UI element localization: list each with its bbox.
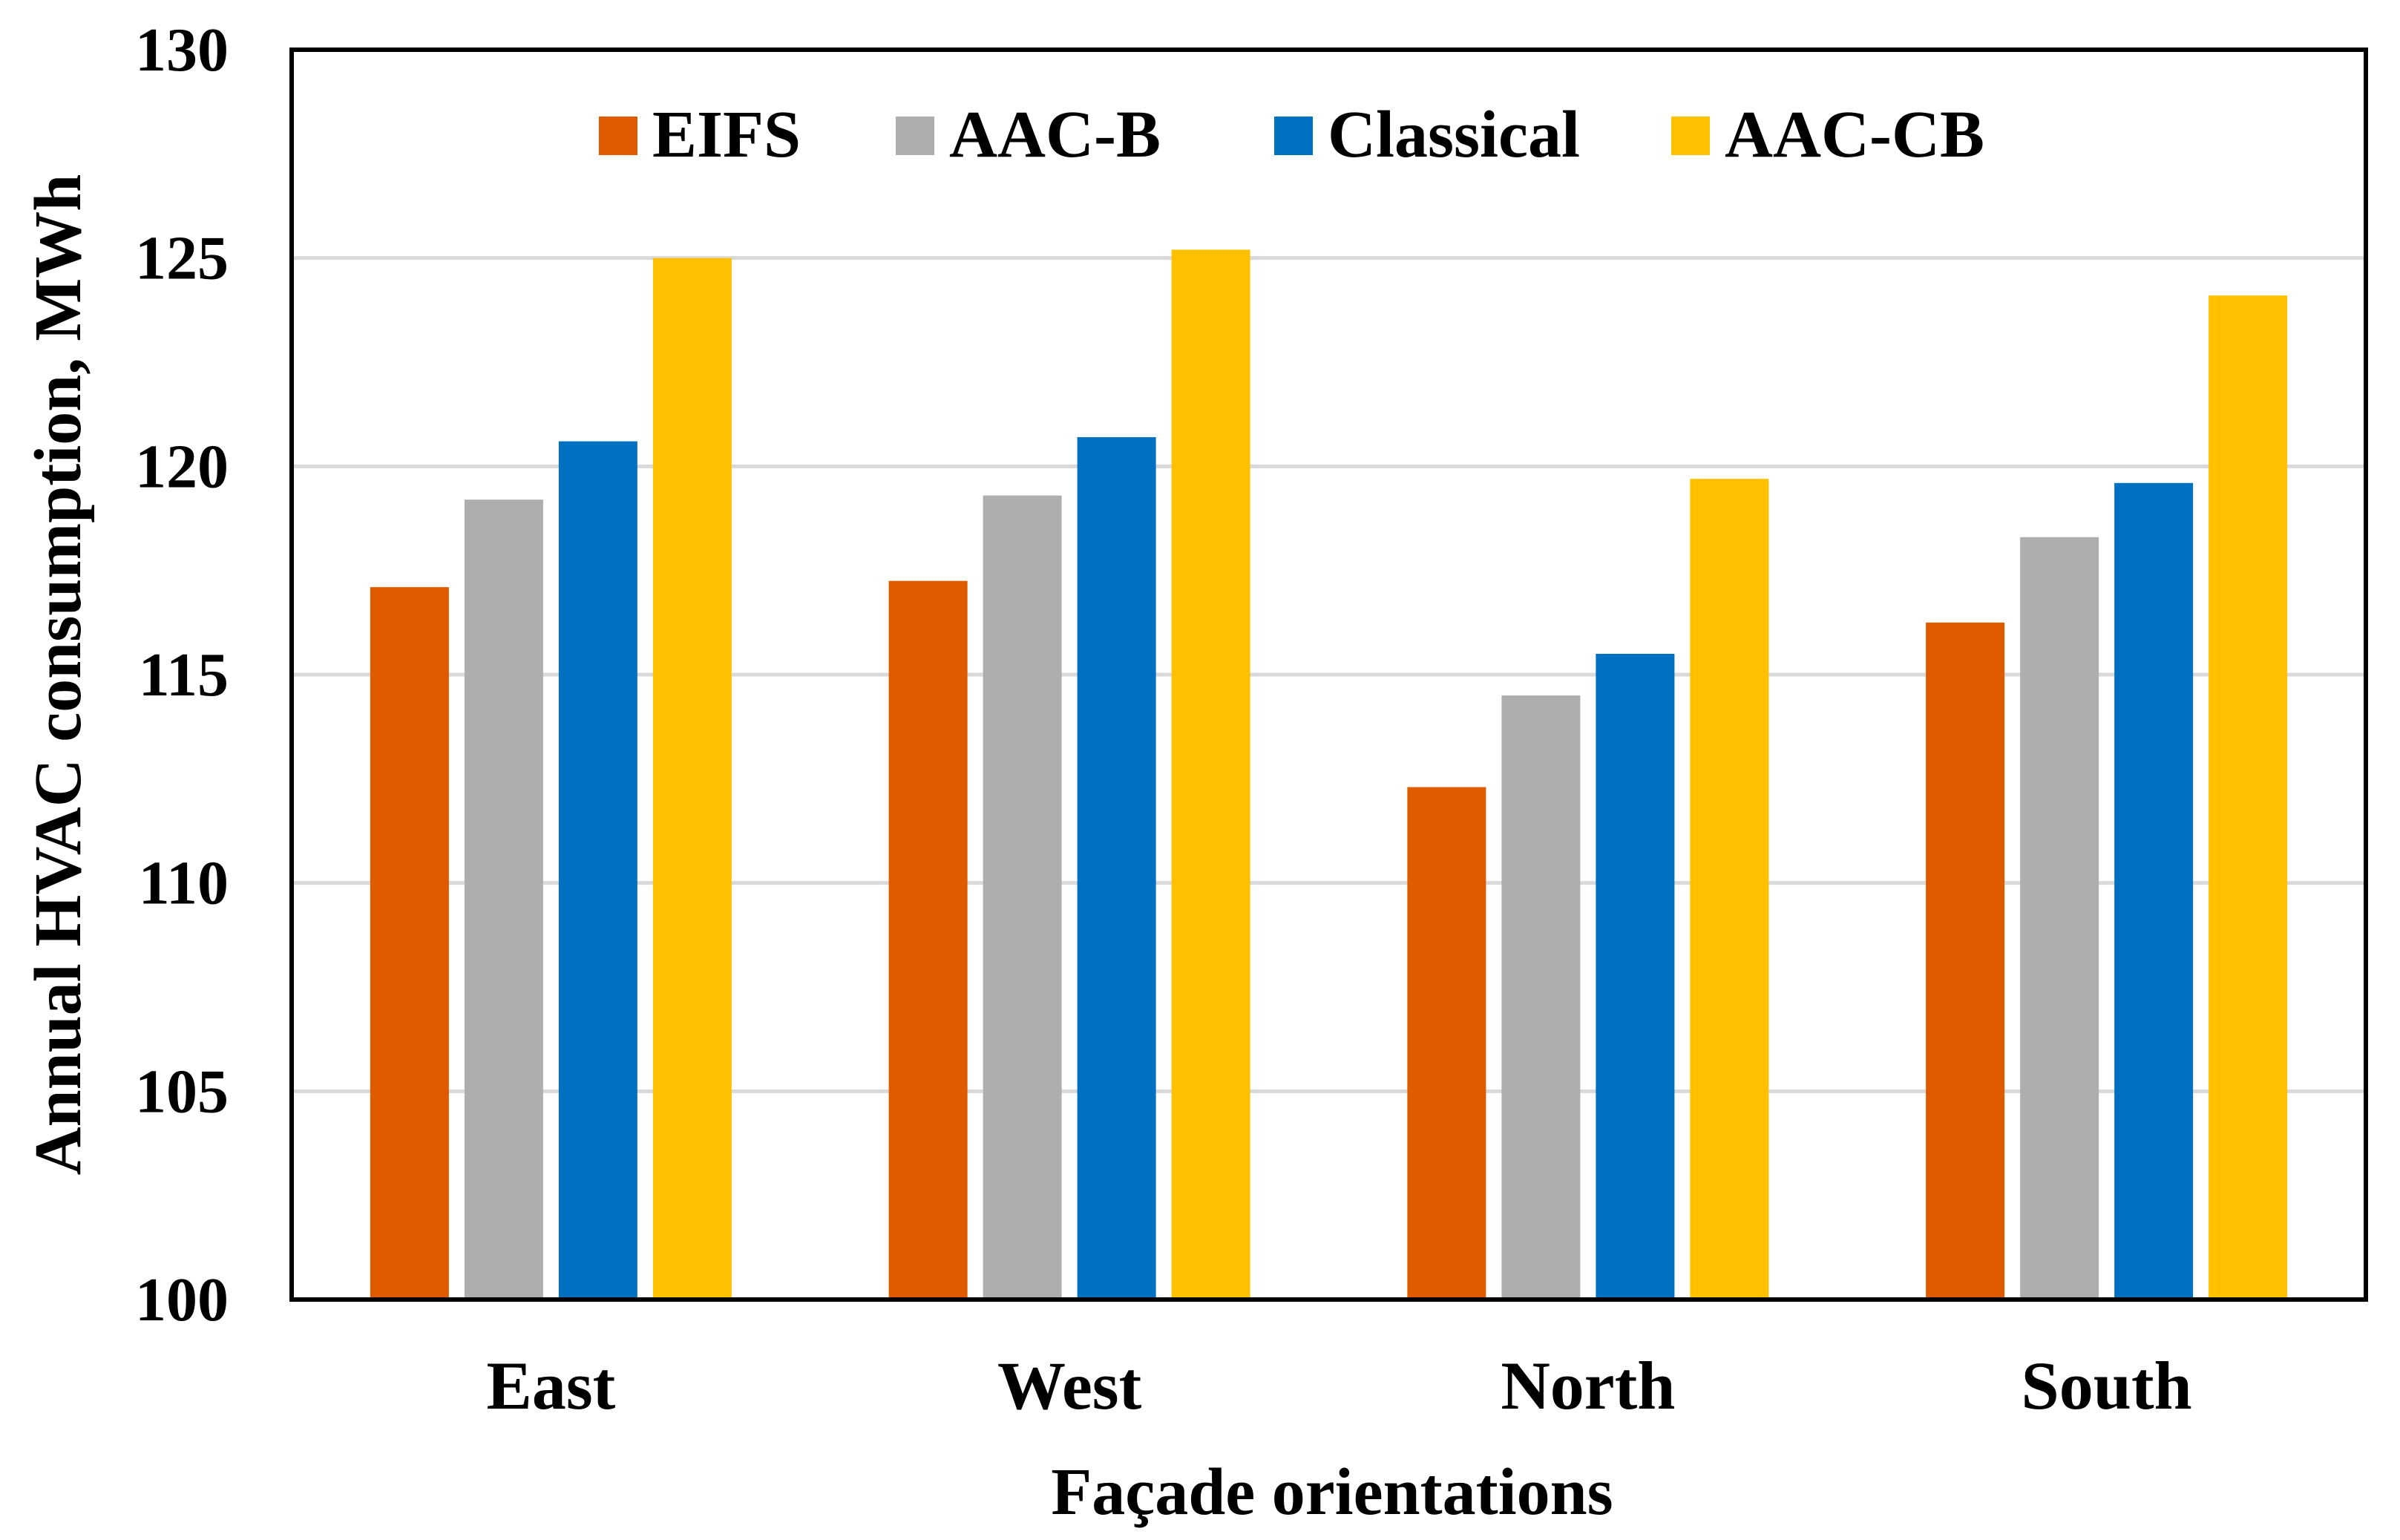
x-category-label: West xyxy=(997,1348,1142,1423)
x-category-label: North xyxy=(1501,1348,1675,1423)
bars xyxy=(370,249,2288,1300)
x-category-label: East xyxy=(486,1348,615,1423)
bar-aac-cb-east xyxy=(652,258,732,1300)
y-tick-label: 115 xyxy=(139,640,229,710)
bar-classical-east xyxy=(558,441,637,1300)
bar-classical-north xyxy=(1596,653,1675,1300)
plot-frame xyxy=(289,47,2368,1302)
legend-label-eifs: EIFS xyxy=(652,98,801,171)
legend-swatch-classical xyxy=(1274,117,1313,155)
legend-swatch-aac-cb xyxy=(1671,117,1710,155)
bar-aac-cb-north xyxy=(1690,479,1769,1300)
legend-label-classical: Classical xyxy=(1328,98,1580,171)
bar-eifs-south xyxy=(1926,622,2005,1300)
x-axis-title: Façade orientations xyxy=(1051,1455,1613,1529)
legend-swatch-eifs xyxy=(599,117,637,155)
legend-label-aac-b: AAC-B xyxy=(949,98,1161,171)
y-tick-label: 130 xyxy=(135,16,229,85)
bar-aac-b-west xyxy=(983,495,1062,1300)
bar-aac-cb-west xyxy=(1171,249,1250,1300)
bar-aac-cb-south xyxy=(2209,295,2288,1300)
legend: EIFS AAC-B Classical AAC-CB xyxy=(599,98,1984,171)
legend-label-aac-cb: AAC-CB xyxy=(1725,98,1984,171)
bar-aac-b-east xyxy=(464,499,543,1300)
y-tick-label: 105 xyxy=(135,1057,229,1126)
y-tick-label: 120 xyxy=(135,432,229,501)
legend-swatch-aac-b xyxy=(896,117,934,155)
bar-eifs-north xyxy=(1407,787,1486,1300)
y-tick-label: 100 xyxy=(135,1265,229,1334)
y-tick-label: 125 xyxy=(135,224,229,293)
x-category-label: South xyxy=(2022,1348,2192,1423)
bar-aac-b-south xyxy=(2020,537,2099,1300)
x-axis-categories: East West North South xyxy=(486,1348,2191,1423)
y-axis-title: Annual HVAC consumption, MWh xyxy=(22,174,95,1176)
bar-eifs-east xyxy=(370,587,449,1300)
bar-classical-south xyxy=(2114,482,2194,1300)
y-tick-label: 110 xyxy=(139,849,229,918)
y-axis-ticks: 100 105 110 115 120 125 130 xyxy=(135,16,229,1334)
bar-classical-west xyxy=(1077,437,1156,1300)
bar-aac-b-north xyxy=(1501,695,1581,1300)
bar-eifs-west xyxy=(888,580,968,1300)
